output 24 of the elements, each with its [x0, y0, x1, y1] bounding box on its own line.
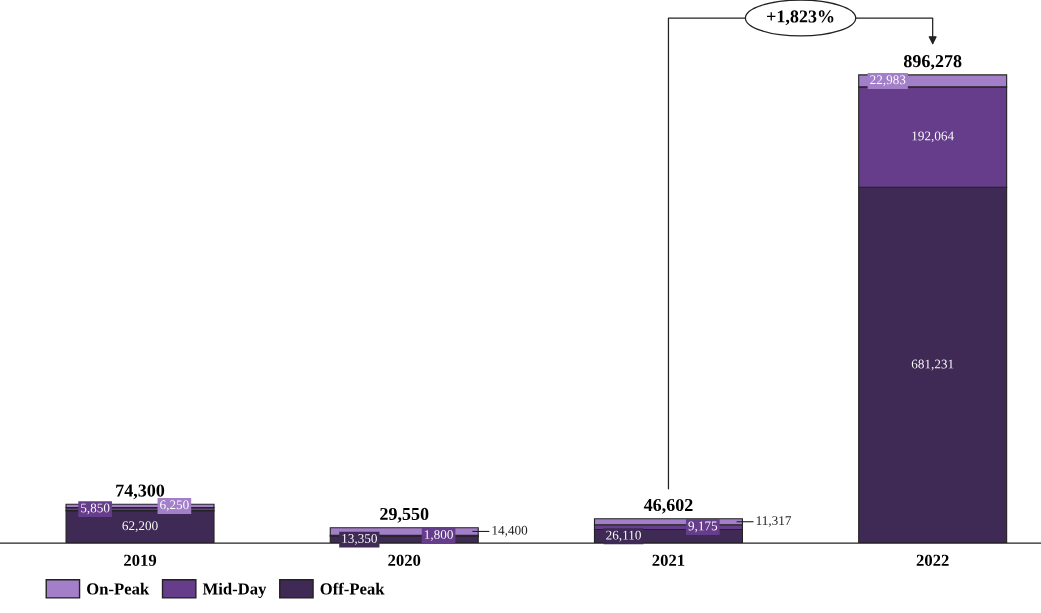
data-label: 22,983 [870, 75, 906, 87]
x-tick-label: 2022 [916, 554, 949, 566]
data-label: 26,110 [606, 530, 641, 542]
data-label: 192,064 [912, 131, 954, 143]
legend-label: On-Peak [87, 582, 150, 595]
data-label: 6,250 [160, 500, 189, 512]
total-label: 29,550 [380, 507, 429, 523]
x-tick-label: 2019 [124, 554, 157, 566]
data-label: 14,400 [492, 525, 528, 537]
x-tick-label: 2021 [652, 554, 685, 566]
x-tick-label: 2020 [388, 554, 421, 566]
data-label: 5,850 [81, 503, 110, 515]
legend-label: Mid-Day [202, 582, 267, 598]
data-label: 1,800 [424, 530, 453, 541]
data-label: 9,175 [688, 521, 718, 533]
total-label: 74,300 [116, 484, 165, 500]
legend-label: Off-Peak [320, 582, 385, 595]
total-label: 896,278 [903, 55, 962, 70]
data-label: 13,350 [342, 534, 377, 545]
data-label: 62,200 [122, 521, 158, 533]
total-label: 46,602 [643, 498, 693, 514]
data-label: 681,231 [911, 359, 954, 371]
data-label: 11,317 [756, 516, 792, 527]
text: +1,823% [767, 10, 834, 26]
